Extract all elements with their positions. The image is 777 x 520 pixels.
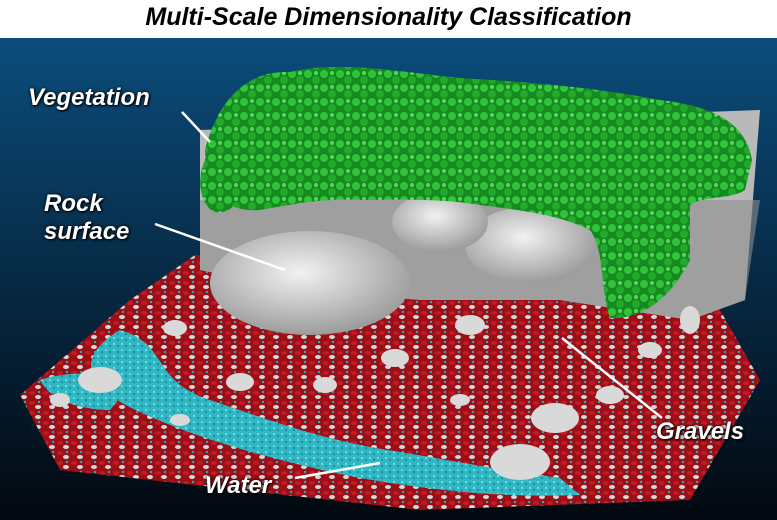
rock-surface-label: Rock surface bbox=[44, 190, 184, 246]
vegetation-canopy bbox=[205, 66, 752, 319]
boulder bbox=[210, 231, 410, 335]
water-stream bbox=[91, 330, 580, 496]
gravels-label: Gravels bbox=[656, 418, 745, 445]
boulder-center bbox=[392, 192, 488, 252]
gravels-pointer bbox=[561, 337, 663, 419]
vegetation-left-clump bbox=[200, 156, 241, 213]
boulder-right bbox=[465, 207, 595, 283]
water-pointer bbox=[294, 461, 381, 480]
figure-title: Multi-Scale Dimensionality Classificatio… bbox=[0, 0, 777, 38]
gravel-stones bbox=[50, 306, 700, 480]
water-label: Water bbox=[205, 472, 272, 499]
rock-pointer bbox=[154, 222, 286, 272]
vegetation-label: Vegetation bbox=[28, 84, 150, 111]
vegetation-pointer bbox=[181, 111, 211, 143]
rock-label-line2: surface bbox=[44, 218, 130, 245]
point-cloud-scene bbox=[0, 38, 777, 520]
rock-label-line1: Rock bbox=[44, 190, 103, 217]
gravel-ground bbox=[20, 255, 760, 510]
